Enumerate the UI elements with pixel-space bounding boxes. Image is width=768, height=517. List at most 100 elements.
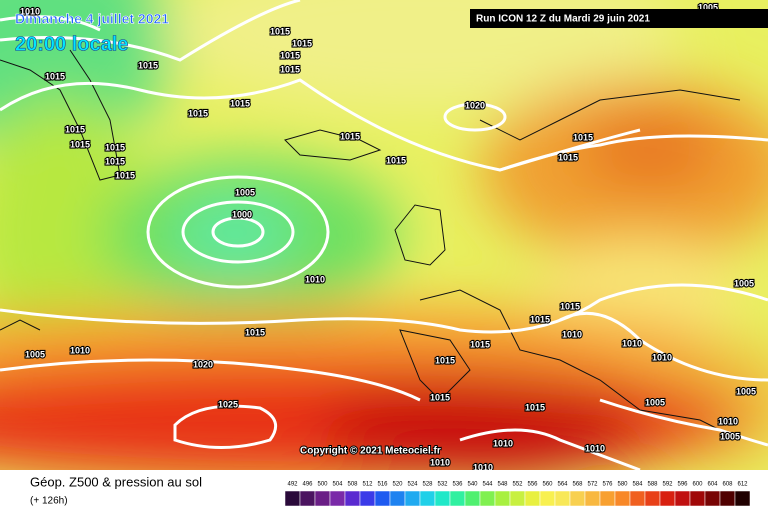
isobar-label: 1005: [645, 397, 665, 407]
scale-label: 608: [722, 482, 733, 488]
run-box: [470, 9, 768, 28]
scale-label: 596: [677, 482, 688, 488]
isobar-label: 1015: [280, 50, 300, 60]
scale-label: 584: [632, 482, 643, 488]
scale-label: 552: [512, 482, 523, 488]
isobar-label: 1005: [25, 349, 45, 359]
scale-label: 528: [422, 482, 433, 488]
isobar-label: 1010: [718, 416, 738, 426]
scale-label: 576: [602, 482, 613, 488]
scale-swatch: [449, 490, 466, 507]
scale-swatch: [299, 490, 316, 507]
scale-swatch: [644, 490, 661, 507]
isobar-label: 1010: [493, 438, 513, 448]
scale-swatch: [659, 490, 676, 507]
isobar-label: 1010: [652, 352, 672, 362]
time: 20:00 locale: [15, 33, 128, 55]
isobar-label: 1015: [530, 314, 550, 324]
isobar-label: 1015: [340, 131, 360, 141]
scale-label: 512: [362, 482, 373, 488]
isobar-label: 1015: [138, 60, 158, 70]
scale-label: 496: [302, 482, 313, 488]
scale-swatch: [524, 490, 541, 507]
scale-swatch: [374, 490, 391, 507]
scale-swatch: [434, 490, 451, 507]
isobar-label: 1015: [230, 98, 250, 108]
isobar-label: 1025: [218, 399, 238, 409]
scale-swatch: [629, 490, 646, 507]
isobar-label: 1015: [292, 38, 312, 48]
scale-label: 572: [587, 482, 598, 488]
scale-swatch: [404, 490, 421, 507]
scale-swatch: [569, 490, 586, 507]
scale-swatch: [419, 490, 436, 507]
isobar-label: 1015: [45, 71, 65, 81]
scale-label: 592: [662, 482, 673, 488]
run-info: Run ICON 12 Z du Mardi 29 juin 2021: [476, 14, 650, 25]
isobar-label: 1015: [115, 170, 135, 180]
isobar-label: 1020: [465, 100, 485, 110]
scale-swatch: [599, 490, 616, 507]
isobar-label: 1010: [622, 338, 642, 348]
scale-label: 604: [707, 482, 718, 488]
isobar-label: 1015: [470, 339, 490, 349]
scale-swatch: [509, 490, 526, 507]
isobar-label: 1015: [525, 402, 545, 412]
scale-swatch: [479, 490, 496, 507]
scale-label: 532: [437, 482, 448, 488]
isobar-label: 1015: [65, 124, 85, 134]
scale-swatch: [284, 490, 301, 507]
scale-swatch: [734, 490, 751, 507]
map-field: 1010 100510151015101510151015101510151015…: [0, 0, 768, 472]
date: Dimanche 4 juillet 2021: [15, 11, 169, 27]
scale-swatch: [314, 490, 331, 507]
scale-swatch: [689, 490, 706, 507]
scale-swatch: [554, 490, 571, 507]
isobar-label: 1015: [558, 152, 578, 162]
isobar-label: 1010: [20, 6, 40, 16]
scale-label: 560: [542, 482, 553, 488]
scale-label: 568: [572, 482, 583, 488]
isobar-label: 1015: [430, 392, 450, 402]
scale-label: 500: [317, 482, 328, 488]
scale-label: 588: [647, 482, 658, 488]
scale-label: 600: [692, 482, 703, 488]
isobar-label: 1015: [245, 327, 265, 337]
scale-swatch: [344, 490, 361, 507]
scale-swatch: [539, 490, 556, 507]
scale-swatch: [719, 490, 736, 507]
scale-swatch: [704, 490, 721, 507]
scale-swatch: [494, 490, 511, 507]
color-scale: 492 496 500 504 508 512 516 520 524 528 532 536 540 5…: [284, 482, 751, 507]
scale-label: 612: [737, 482, 748, 488]
scale-label: 520: [392, 482, 403, 488]
isobar-label: 1015: [70, 139, 90, 149]
scale-swatch: [389, 490, 406, 507]
scale-label: 508: [347, 482, 358, 488]
scale-label: 516: [377, 482, 388, 488]
scale-swatch: [329, 490, 346, 507]
isobar-label: 1015: [280, 64, 300, 74]
scale-label: 524: [407, 482, 418, 488]
scale-label: 580: [617, 482, 628, 488]
scale-label: 564: [557, 482, 568, 488]
isobars: [0, 0, 768, 470]
scale-swatch: [359, 490, 376, 507]
scale-label: 492: [287, 482, 298, 488]
scale-swatch: [674, 490, 691, 507]
footer-lead: (+ 126h): [30, 496, 68, 507]
scale-label: 504: [332, 482, 343, 488]
isobar-label: 1005: [736, 386, 756, 396]
isobar-label: 1000: [232, 209, 252, 219]
isobar-label: 1010: [473, 462, 493, 472]
isobar-label: 1015: [386, 155, 406, 165]
isobar-label: 1005: [720, 431, 740, 441]
isobar-label: 1015: [188, 108, 208, 118]
isobar-label: 1010: [70, 345, 90, 355]
scale-swatch: [584, 490, 601, 507]
scale-label: 540: [467, 482, 478, 488]
isobar-label: 1015: [270, 26, 290, 36]
scale-label: 536: [452, 482, 463, 488]
isobar-label: 1005: [235, 187, 255, 197]
